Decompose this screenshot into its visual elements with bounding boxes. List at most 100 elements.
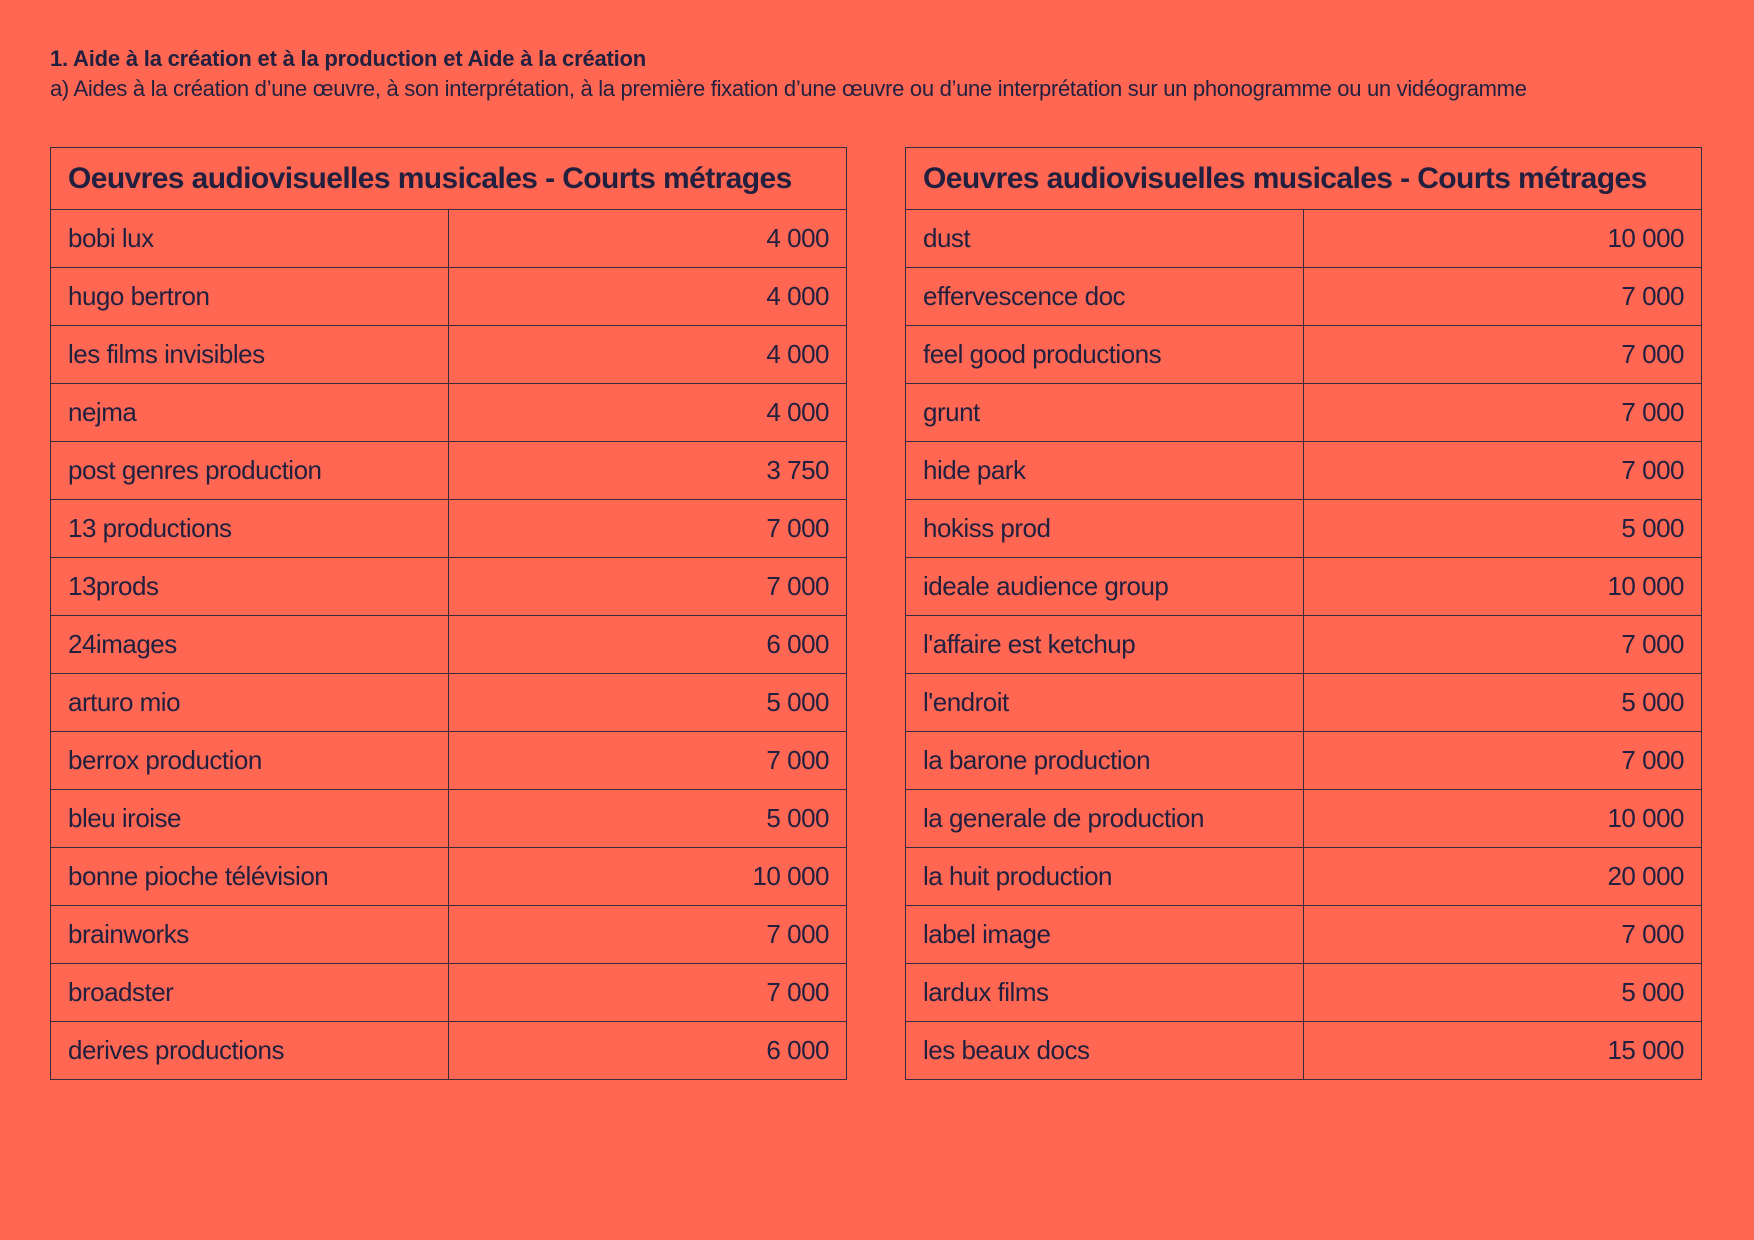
grant-amount-cell: 4 000 (448, 267, 847, 326)
table-row: la generale de production 10 000 (905, 789, 1702, 848)
grant-amount-cell: 7 000 (1303, 615, 1702, 674)
producer-name-cell: la huit production (905, 847, 1304, 906)
grant-amount-cell: 4 000 (448, 209, 847, 268)
grant-amount-cell: 5 000 (448, 789, 847, 848)
producer-name-cell: effervescence doc (905, 267, 1304, 326)
producer-name-cell: la barone production (905, 731, 1304, 790)
table-row: 13prods 7 000 (50, 557, 847, 616)
table-row: grunt 7 000 (905, 383, 1702, 442)
producer-name-cell: 13prods (50, 557, 449, 616)
table-row: nejma 4 000 (50, 383, 847, 442)
table-row: brainworks 7 000 (50, 905, 847, 964)
grant-amount-cell: 10 000 (1303, 209, 1702, 268)
table-row: dust 10 000 (905, 209, 1702, 268)
table-row: bobi lux 4 000 (50, 209, 847, 268)
producer-name-cell: l'endroit (905, 673, 1304, 732)
table-row: derives productions 6 000 (50, 1021, 847, 1080)
grant-amount-cell: 7 000 (1303, 905, 1702, 964)
producer-name-cell: derives productions (50, 1021, 449, 1080)
table-row: feel good productions 7 000 (905, 325, 1702, 384)
table-row: l'affaire est ketchup 7 000 (905, 615, 1702, 674)
producer-name-cell: berrox production (50, 731, 449, 790)
producer-name-cell: les beaux docs (905, 1021, 1304, 1080)
section-subtitle: a) Aides à la création d’une œuvre, à so… (50, 76, 1527, 101)
table-row: la huit production 20 000 (905, 847, 1702, 906)
grants-table-right: Oeuvres audiovisuelles musicales - Court… (905, 147, 1702, 1080)
table-body: bobi lux 4 000 hugo bertron 4 000 les films … (50, 209, 847, 1080)
grant-amount-cell: 5 000 (1303, 963, 1702, 1022)
grant-amount-cell: 6 000 (448, 1021, 847, 1080)
grant-amount-cell: 7 000 (448, 905, 847, 964)
table-row: 13 productions 7 000 (50, 499, 847, 558)
table-row: effervescence doc 7 000 (905, 267, 1702, 326)
table-row: les films invisibles 4 000 (50, 325, 847, 384)
producer-name-cell: l'affaire est ketchup (905, 615, 1304, 674)
grant-amount-cell: 15 000 (1303, 1021, 1702, 1080)
producer-name-cell: hugo bertron (50, 267, 449, 326)
grant-amount-cell: 5 000 (1303, 499, 1702, 558)
grant-amount-cell: 4 000 (448, 325, 847, 384)
table-row: l'endroit 5 000 (905, 673, 1702, 732)
table-row: les beaux docs 15 000 (905, 1021, 1702, 1080)
grant-amount-cell: 7 000 (448, 731, 847, 790)
table-row: la barone production 7 000 (905, 731, 1702, 790)
grant-amount-cell: 7 000 (1303, 441, 1702, 500)
producer-name-cell: grunt (905, 383, 1304, 442)
grant-amount-cell: 20 000 (1303, 847, 1702, 906)
table-row: hokiss prod 5 000 (905, 499, 1702, 558)
grant-amount-cell: 10 000 (448, 847, 847, 906)
producer-name-cell: feel good productions (905, 325, 1304, 384)
producer-name-cell: la generale de production (905, 789, 1304, 848)
table-row: label image 7 000 (905, 905, 1702, 964)
grant-amount-cell: 10 000 (1303, 789, 1702, 848)
section-title: 1. Aide à la création et à la production… (50, 46, 647, 71)
producer-name-cell: label image (905, 905, 1304, 964)
table-header-row: Oeuvres audiovisuelles musicales - Court… (50, 147, 847, 210)
table-heading: Oeuvres audiovisuelles musicales - Court… (50, 147, 847, 210)
producer-name-cell: bonne pioche télévision (50, 847, 449, 906)
table-header-row: Oeuvres audiovisuelles musicales - Court… (905, 147, 1702, 210)
producer-name-cell: bobi lux (50, 209, 449, 268)
producer-name-cell: hokiss prod (905, 499, 1304, 558)
grant-amount-cell: 7 000 (448, 499, 847, 558)
table-row: bleu iroise 5 000 (50, 789, 847, 848)
producer-name-cell: nejma (50, 383, 449, 442)
table-row: bonne pioche télévision 10 000 (50, 847, 847, 906)
grant-amount-cell: 6 000 (448, 615, 847, 674)
grant-amount-cell: 7 000 (448, 557, 847, 616)
table-row: berrox production 7 000 (50, 731, 847, 790)
table-heading: Oeuvres audiovisuelles musicales - Court… (905, 147, 1702, 210)
table-body: dust 10 000 effervescence doc 7 000 feel goo… (905, 209, 1702, 1080)
producer-name-cell: hide park (905, 441, 1304, 500)
grants-table-left: Oeuvres audiovisuelles musicales - Court… (50, 147, 847, 1080)
table-row: arturo mio 5 000 (50, 673, 847, 732)
grant-amount-cell: 7 000 (1303, 731, 1702, 790)
document-header: 1. Aide à la création et à la production… (50, 44, 1710, 104)
grant-amount-cell: 7 000 (1303, 325, 1702, 384)
grant-amount-cell: 3 750 (448, 441, 847, 500)
grant-amount-cell: 7 000 (1303, 383, 1702, 442)
producer-name-cell: 13 productions (50, 499, 449, 558)
producer-name-cell: les films invisibles (50, 325, 449, 384)
grant-amount-cell: 7 000 (1303, 267, 1702, 326)
producer-name-cell: 24images (50, 615, 449, 674)
table-row: ideale audience group 10 000 (905, 557, 1702, 616)
producer-name-cell: ideale audience group (905, 557, 1304, 616)
table-row: lardux films 5 000 (905, 963, 1702, 1022)
grant-amount-cell: 7 000 (448, 963, 847, 1022)
table-row: hide park 7 000 (905, 441, 1702, 500)
table-row: broadster 7 000 (50, 963, 847, 1022)
table-row: 24images 6 000 (50, 615, 847, 674)
grant-amount-cell: 4 000 (448, 383, 847, 442)
producer-name-cell: bleu iroise (50, 789, 449, 848)
grant-amount-cell: 10 000 (1303, 557, 1702, 616)
producer-name-cell: post genres production (50, 441, 449, 500)
producer-name-cell: arturo mio (50, 673, 449, 732)
grant-amount-cell: 5 000 (1303, 673, 1702, 732)
grant-amount-cell: 5 000 (448, 673, 847, 732)
producer-name-cell: dust (905, 209, 1304, 268)
producer-name-cell: broadster (50, 963, 449, 1022)
producer-name-cell: brainworks (50, 905, 449, 964)
producer-name-cell: lardux films (905, 963, 1304, 1022)
table-row: hugo bertron 4 000 (50, 267, 847, 326)
